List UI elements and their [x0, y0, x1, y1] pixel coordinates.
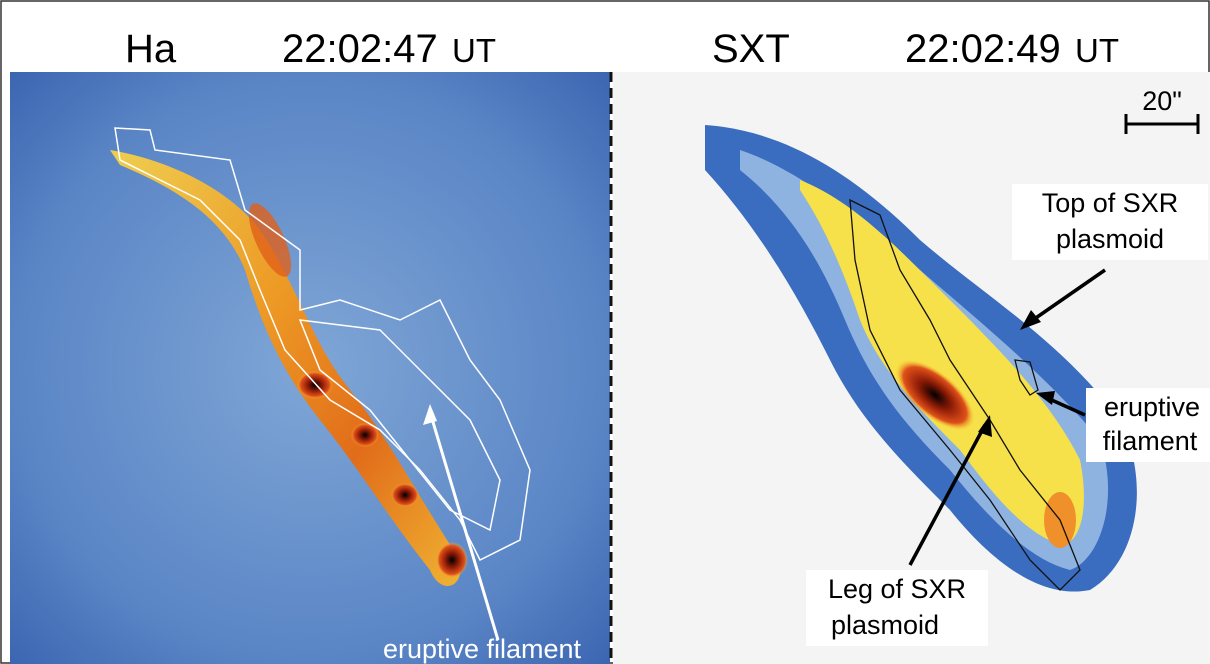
annotation: Top of SXR [1042, 188, 1179, 218]
annotation: Leg of SXR [828, 574, 966, 604]
bright-knot [391, 483, 419, 507]
sxt-panel: 20" Top of SXR plasmoid eruptive filamen… [613, 72, 1210, 664]
annotation: eruptive filament [383, 634, 582, 664]
panel-instrument: Ha [125, 27, 177, 71]
annotation: eruptive [1104, 392, 1200, 422]
annotation: filament [1103, 426, 1198, 456]
bright-knot [436, 542, 468, 578]
annotation: plasmoid [1056, 224, 1164, 254]
panel-time: 22:02:49 [905, 27, 1061, 71]
scale-label: 20" [1142, 86, 1182, 116]
panel-instrument: SXT [712, 27, 790, 71]
panel-time-unit: UT [452, 32, 496, 69]
panel-time-unit: UT [1075, 32, 1119, 69]
panel-time: 22:02:47 [282, 27, 438, 71]
ha-panel: eruptive filament [10, 72, 610, 664]
annotation: plasmoid [831, 610, 939, 640]
figure: eruptive filament 20" Top of SXR plasmoi… [0, 0, 1210, 664]
